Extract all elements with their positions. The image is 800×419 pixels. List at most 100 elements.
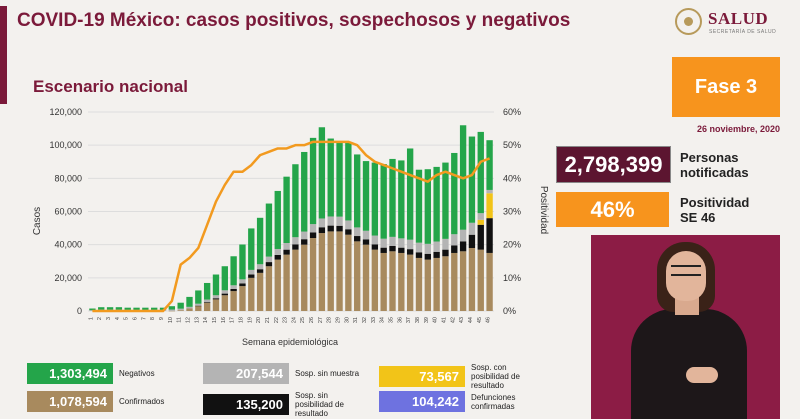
bar-segment (362, 239, 370, 245)
x-tick-label: 18 (238, 317, 244, 323)
positivity-label-line2: SE 46 (680, 210, 716, 225)
bar-segment (380, 238, 387, 248)
y-tick-label: 0 (77, 306, 82, 316)
bar-segment (309, 238, 317, 311)
bar-segment (433, 241, 440, 252)
bar-segment (486, 218, 493, 253)
bar-segment (442, 256, 449, 311)
x-tick-label: 25 (300, 317, 306, 323)
bar-segment (424, 243, 431, 254)
bar-segment (115, 307, 123, 310)
bar-segment (406, 239, 414, 250)
y-tick-label: 80,000 (54, 173, 82, 183)
y-tick-label: 60,000 (54, 207, 82, 217)
y2-tick-label: 10% (503, 273, 521, 283)
bar-segment (371, 249, 379, 311)
x-tick-label: 33 (371, 317, 377, 323)
bar-segment (186, 306, 193, 309)
bar-segment (336, 231, 343, 311)
x-axis-label: Semana epidemiológica (242, 337, 338, 347)
page-title: COVID-19 México: casos positivos, sospec… (17, 10, 571, 31)
y-tick-label: 120,000 (49, 107, 82, 117)
bar-segment (354, 154, 361, 228)
x-tick-label: 7 (141, 317, 147, 320)
bar-segment (309, 137, 317, 225)
bar-segment (468, 247, 476, 311)
bar-segment (371, 235, 379, 245)
x-tick-label: 1 (88, 317, 94, 320)
bar-segment (256, 272, 264, 311)
bar-segment (221, 290, 228, 294)
bar-segment (398, 160, 405, 239)
chart-y-ticks: 0 20,000 40,000 60,000 80,000 100,000 120,000 (49, 107, 82, 316)
bar-segment (451, 234, 458, 246)
bar-segment (203, 282, 211, 300)
bar-segment (433, 251, 440, 258)
x-tick-label: 30 (344, 317, 350, 323)
bar-segment (212, 295, 220, 299)
legend-item: 104,242 Defunciones confirmadas (379, 391, 541, 412)
bar-segment (142, 307, 149, 310)
bar-segment (477, 249, 484, 311)
bar-segment (221, 295, 228, 311)
page-subtitle: Escenario nacional (33, 77, 188, 96)
y2-tick-label: 50% (503, 140, 521, 150)
bar-segment (318, 227, 326, 234)
bar-segment (301, 244, 308, 311)
bar-segment (371, 162, 379, 236)
bar-segment (159, 307, 167, 310)
bar-segment (362, 161, 370, 231)
chart-gridlines (88, 111, 494, 312)
notified-label-line2: notificadas (680, 165, 749, 180)
bar-segment (424, 169, 431, 244)
bar-segment (486, 140, 493, 190)
bar-segment (389, 236, 396, 246)
chart-x-ticks: 1 2 3 4 5 6 7 8 9 10 11 12 13 14 15 16 17 18 19 20 21 22 23 24 2… (88, 317, 491, 323)
bar-segment (283, 176, 290, 243)
x-tick-label: 8 (150, 317, 156, 320)
bar-segment (274, 254, 281, 260)
bar-segment (327, 216, 334, 226)
bar-segment (406, 254, 414, 311)
bar-segment (256, 264, 264, 270)
bar-segment (212, 274, 220, 296)
bar-segment (203, 302, 211, 311)
x-tick-label: 42 (450, 317, 456, 323)
bar-segment (380, 164, 387, 239)
bar-segment (195, 305, 202, 307)
legend-item: 73,567 Sosp. con posibilidad de resultado (379, 363, 541, 390)
positivity-value: 46% (556, 192, 669, 227)
interpreter-face (666, 251, 706, 301)
x-tick-label: 26 (309, 317, 315, 323)
bar-segment (336, 225, 343, 232)
legend-value: 1,078,594 (27, 391, 113, 412)
bar-segment (398, 247, 405, 253)
bar-segment (203, 302, 211, 303)
bar-segment (354, 241, 361, 311)
bar-segment (230, 291, 237, 311)
bar-segment (486, 189, 493, 194)
bar-segment (486, 252, 493, 311)
accent-bar (0, 6, 7, 104)
legend-item: 135,200 Sosp. sin posibilidad de resultad… (203, 391, 365, 418)
legend-label: Sosp. sin posibilidad de resultado (295, 391, 344, 418)
x-tick-label: 34 (380, 317, 386, 323)
positivity-label: Positividad SE 46 (680, 195, 749, 225)
bar-segment (195, 303, 202, 306)
bar-segment (301, 231, 308, 240)
interpreter-hands (686, 367, 718, 383)
chart-positivity-line (92, 140, 491, 313)
x-tick-label: 45 (477, 317, 483, 323)
bar-segment (327, 138, 334, 217)
x-tick-label: 15 (212, 317, 218, 323)
bar-segment (186, 296, 193, 307)
bar-segment (451, 245, 458, 253)
legend-value: 104,242 (379, 391, 465, 412)
bar-segment (362, 244, 370, 311)
notified-label: Personas notificadas (680, 150, 749, 180)
x-tick-label: 36 (397, 317, 403, 323)
bar-segment (459, 241, 467, 252)
logo-subtext: SECRETARÍA DE SALUD (709, 29, 777, 35)
bar-segment (292, 237, 299, 245)
